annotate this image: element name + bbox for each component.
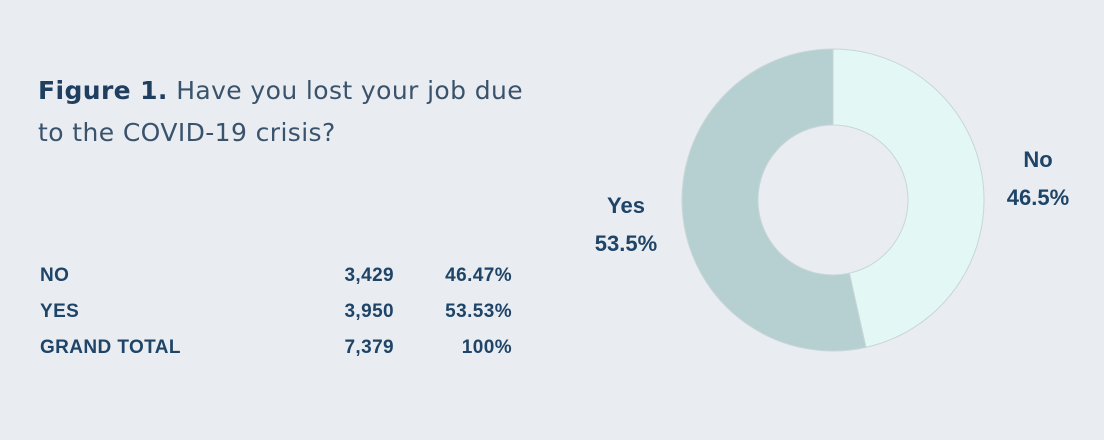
row-category-no: NO bbox=[40, 265, 70, 286]
slice-value-yes: 53.5% bbox=[595, 231, 657, 256]
row-percent-no: 46.47% bbox=[445, 265, 512, 286]
figure-question: Have you lost your job due to the COVID-… bbox=[38, 76, 524, 147]
row-category-yes: YES bbox=[40, 301, 80, 322]
row-category-total: GRAND TOTAL bbox=[40, 337, 181, 358]
row-count-no: 3,429 bbox=[344, 265, 394, 286]
table-row-grand-total: GRAND TOTAL 7,379 100% bbox=[40, 330, 512, 366]
figure-title: Figure 1. Have you lost your job due to … bbox=[38, 70, 538, 154]
row-count-total: 7,379 bbox=[344, 337, 394, 358]
row-count-yes: 3,950 bbox=[344, 301, 394, 322]
slice-label-yes: Yes bbox=[607, 193, 645, 218]
slice-value-no: 46.5% bbox=[1007, 185, 1069, 210]
donut-slice-yes bbox=[681, 48, 867, 352]
summary-table: NO 3,429 46.47% YES 3,950 53.53% GRAND T… bbox=[40, 258, 512, 366]
table-row-yes: YES 3,950 53.53% bbox=[40, 294, 512, 330]
slice-label-no: No bbox=[1023, 147, 1052, 172]
row-percent-yes: 53.53% bbox=[445, 301, 512, 322]
figure-label: Figure 1. bbox=[38, 76, 168, 105]
table-row-no: NO 3,429 46.47% bbox=[40, 258, 512, 294]
row-percent-total: 100% bbox=[461, 337, 512, 358]
donut-slice-no bbox=[832, 48, 985, 348]
